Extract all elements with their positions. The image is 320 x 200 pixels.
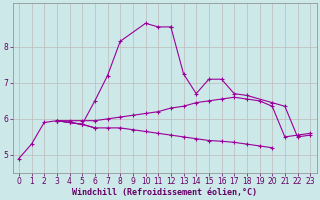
X-axis label: Windchill (Refroidissement éolien,°C): Windchill (Refroidissement éolien,°C) [72,188,257,197]
